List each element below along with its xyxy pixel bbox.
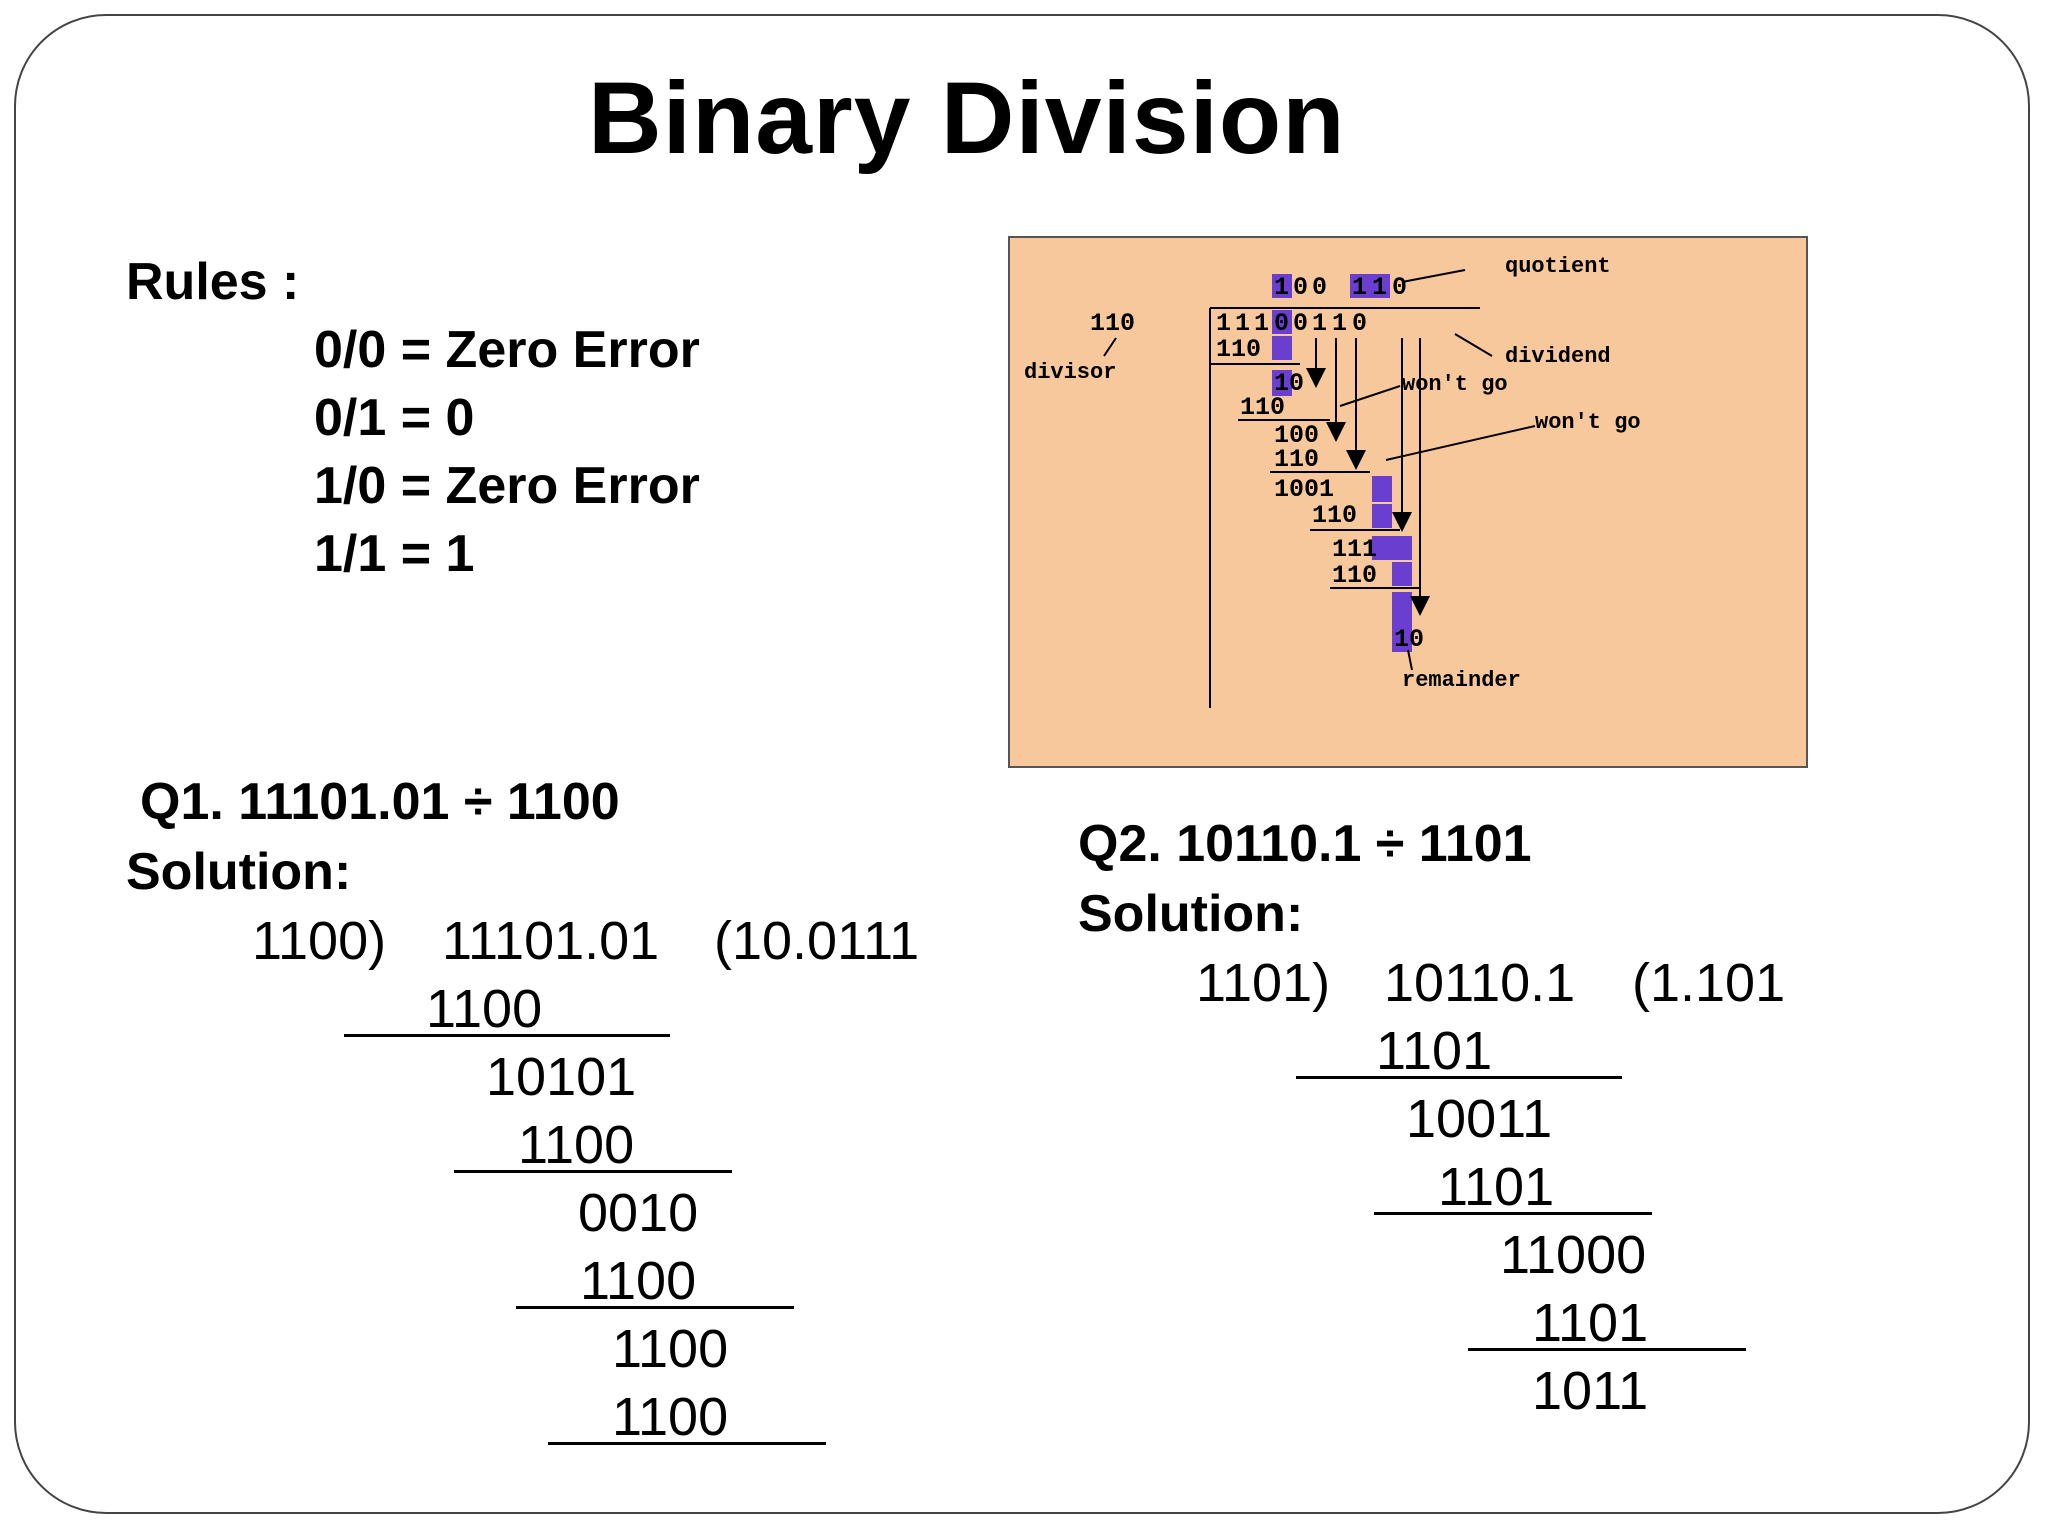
- dividend-digit: 0: [1274, 309, 1289, 338]
- rule-item: 0/1 = 0: [314, 389, 475, 447]
- dividend-digit: 0: [1293, 309, 1308, 338]
- quotient-digit: 1: [1274, 273, 1289, 302]
- q2-underline: [1374, 1212, 1652, 1215]
- q1-quotient: (10.0111: [714, 911, 920, 971]
- dividend-digit: 1: [1216, 309, 1231, 338]
- long-division-diagram: 1 0 0 1 1 0 110 1 1 1 0 0 1 1 0 110: [1008, 236, 1808, 768]
- step-row: 100: [1274, 421, 1319, 450]
- q2-step: 1101: [1376, 1021, 1493, 1081]
- q1-underline: [548, 1442, 826, 1445]
- dividend-digit: 1: [1312, 309, 1327, 338]
- q2-divisor: 1101): [1196, 953, 1331, 1013]
- q2-underline: [1468, 1348, 1746, 1351]
- divisor-label: divisor: [1024, 360, 1116, 385]
- q1-step: 1100: [612, 1319, 729, 1379]
- quotient-digit: 0: [1293, 273, 1308, 302]
- q1-underline: [516, 1306, 794, 1309]
- q1-solution-label: Solution:: [126, 843, 352, 901]
- rule-item: 1/0 = Zero Error: [314, 457, 700, 515]
- step-row: 110: [1274, 445, 1319, 474]
- q1-underline: [344, 1034, 670, 1037]
- step-row: 110: [1332, 561, 1377, 590]
- q2-underline: [1296, 1076, 1622, 1079]
- q1-divisor: 1100): [252, 911, 387, 971]
- quotient-highlight: [1370, 274, 1390, 298]
- dividend-label: dividend: [1505, 344, 1611, 369]
- q2-quotient: (1.101: [1632, 953, 1786, 1013]
- quotient-highlight: [1350, 274, 1370, 298]
- quotient-label: quotient: [1505, 254, 1611, 279]
- quotient-digit: 1: [1372, 273, 1387, 302]
- q1-step: 10101: [486, 1047, 637, 1107]
- rule-item: 1/1 = 1: [314, 525, 475, 583]
- q1-step: 1100: [518, 1115, 635, 1175]
- quotient-digit: 0: [1392, 273, 1407, 302]
- dividend-digit: 0: [1352, 309, 1367, 338]
- q2-step: 10011: [1406, 1089, 1553, 1149]
- step-row: 110: [1312, 501, 1357, 530]
- quotient-highlight: [1272, 274, 1292, 298]
- q2-question: Q2. 10110.1 ÷ 1101: [1078, 815, 1532, 873]
- q1-question: Q1. 11101.01 ÷ 1100: [140, 773, 620, 831]
- step-row: 111: [1332, 535, 1377, 564]
- q1-underline: [454, 1170, 732, 1173]
- wont-go-label: won't go: [1535, 410, 1641, 435]
- q1-step: 0010: [578, 1183, 699, 1243]
- dividend-digit: 1: [1332, 309, 1347, 338]
- q2-step: 1101: [1532, 1293, 1649, 1353]
- divisor-value: 110: [1090, 309, 1135, 338]
- q2-step: 11000: [1500, 1225, 1647, 1285]
- q1-step: 1100: [580, 1251, 697, 1311]
- rule-item: 0/0 = Zero Error: [314, 321, 700, 379]
- q2-solution-label: Solution:: [1078, 885, 1304, 943]
- dividend-digit: 1: [1235, 309, 1250, 338]
- q1-step: 1100: [612, 1387, 729, 1447]
- step-row: 1001: [1274, 475, 1334, 504]
- q2-step: 1101: [1438, 1157, 1555, 1217]
- slide-title: Binary Division: [588, 61, 1346, 175]
- quotient-digit: 0: [1312, 273, 1327, 302]
- q2-step: 1011: [1532, 1361, 1649, 1421]
- remainder-label: remainder: [1402, 668, 1521, 693]
- q1-step: 1100: [426, 979, 543, 1039]
- step-row: 10: [1394, 625, 1424, 654]
- step-row: 10: [1274, 369, 1304, 398]
- step-row: 110: [1216, 335, 1261, 364]
- q2-dividend: 10110.1: [1384, 953, 1576, 1013]
- wont-go-label: won't go: [1402, 372, 1508, 397]
- step-row: 110: [1240, 393, 1285, 422]
- quotient-digit: 1: [1352, 273, 1367, 302]
- rules-heading: Rules :: [126, 253, 300, 311]
- q1-dividend: 11101.01: [442, 911, 660, 971]
- dividend-digit: 1: [1254, 309, 1269, 338]
